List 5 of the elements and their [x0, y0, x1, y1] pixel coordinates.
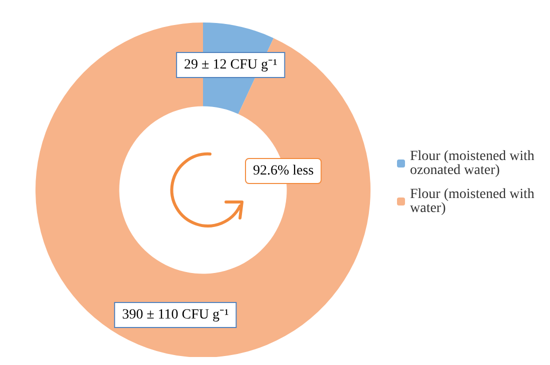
legend-label: Flour (moistened with water) — [410, 187, 538, 216]
legend-label: Flour (moistened with ozonated water) — [410, 149, 538, 178]
data-label: 390 ± 110 CFU g⁻¹ — [122, 307, 229, 322]
text: 92.6% less — [253, 164, 314, 178]
data-label: 29 ± 12 CFU g⁻¹ — [184, 58, 278, 73]
